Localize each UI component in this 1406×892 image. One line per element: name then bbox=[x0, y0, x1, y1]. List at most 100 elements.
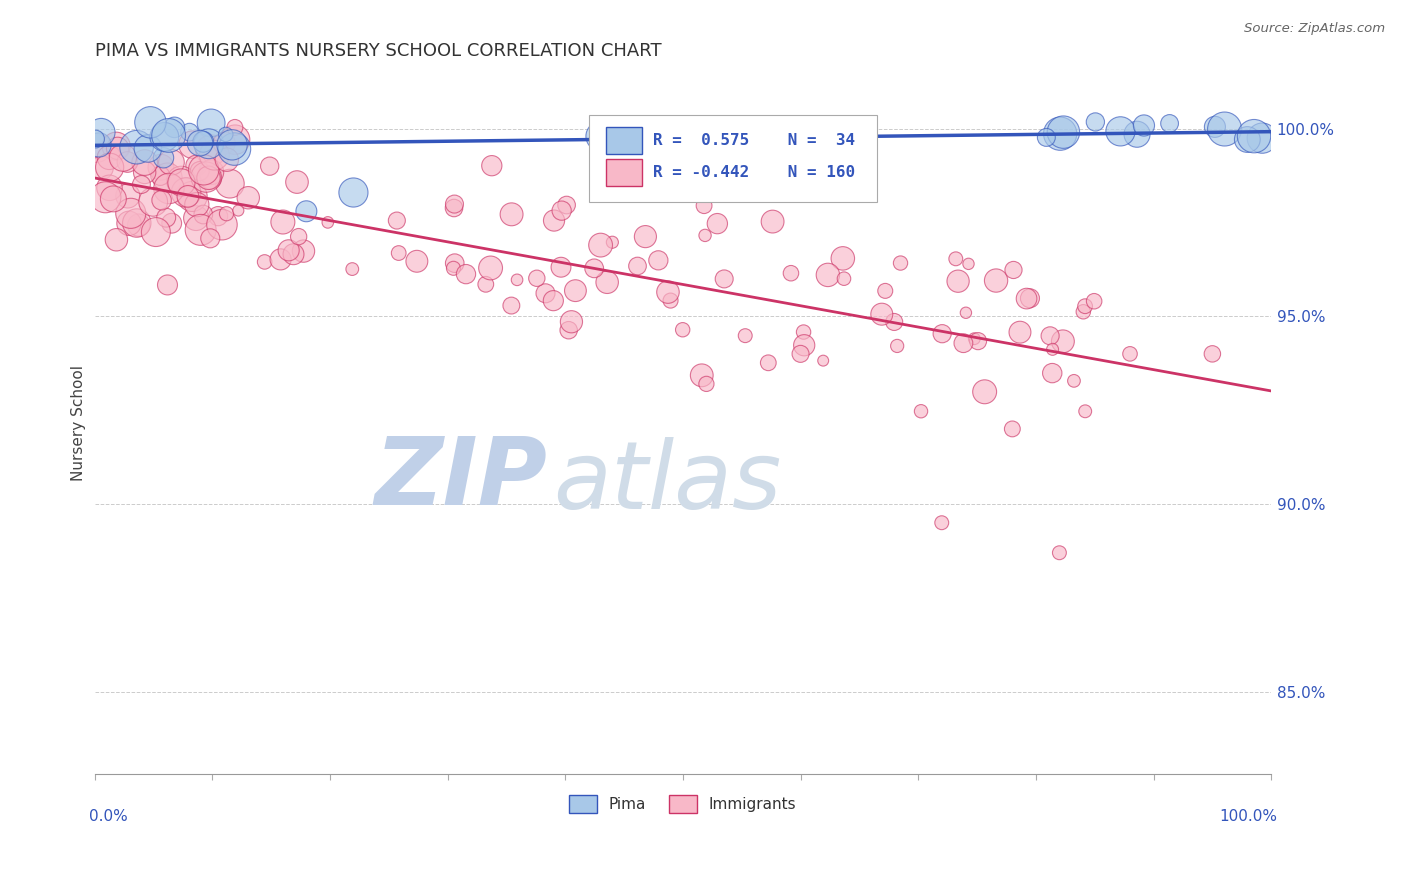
Point bbox=[120, 206, 142, 220]
Point bbox=[817, 268, 839, 282]
Point bbox=[832, 271, 855, 285]
Point bbox=[117, 155, 139, 169]
Point bbox=[443, 256, 465, 270]
FancyBboxPatch shape bbox=[589, 114, 877, 202]
Point bbox=[190, 223, 212, 237]
Point bbox=[98, 181, 121, 195]
Point bbox=[156, 277, 179, 292]
Point bbox=[195, 170, 218, 185]
Point bbox=[1159, 116, 1181, 130]
Point bbox=[134, 155, 156, 169]
Point bbox=[883, 315, 905, 329]
Point bbox=[543, 293, 565, 308]
Point bbox=[253, 255, 276, 269]
Point bbox=[1049, 127, 1071, 141]
Point bbox=[1251, 131, 1274, 145]
Point bbox=[555, 198, 578, 212]
Point bbox=[87, 137, 110, 152]
Point bbox=[316, 215, 339, 229]
Point bbox=[295, 204, 318, 219]
Point bbox=[1052, 125, 1074, 139]
Point bbox=[224, 133, 246, 147]
Point bbox=[1243, 129, 1265, 144]
Point bbox=[659, 293, 682, 308]
Point bbox=[1040, 366, 1063, 380]
Point bbox=[188, 136, 211, 150]
Point bbox=[534, 286, 557, 301]
Bar bbox=[606, 160, 641, 186]
Point bbox=[197, 136, 219, 151]
Text: R =  0.575    N =  34: R = 0.575 N = 34 bbox=[654, 133, 856, 148]
Point bbox=[149, 161, 172, 175]
Point bbox=[1236, 132, 1258, 146]
Point bbox=[128, 218, 150, 232]
Point bbox=[1204, 120, 1226, 134]
Point bbox=[690, 368, 713, 383]
Point bbox=[672, 323, 695, 337]
Point bbox=[292, 244, 315, 259]
Point bbox=[693, 228, 716, 243]
Point bbox=[184, 211, 207, 226]
Point bbox=[706, 217, 728, 231]
Point bbox=[86, 141, 108, 155]
Point bbox=[550, 203, 572, 218]
Point bbox=[224, 142, 246, 156]
Point bbox=[564, 284, 586, 298]
Point bbox=[1052, 334, 1074, 349]
Point bbox=[931, 516, 953, 530]
Point bbox=[1083, 294, 1105, 309]
Point bbox=[215, 207, 238, 221]
Point bbox=[945, 252, 967, 266]
Point bbox=[149, 169, 172, 183]
Point bbox=[1042, 343, 1064, 357]
Point bbox=[157, 128, 180, 143]
Point bbox=[1035, 130, 1057, 145]
Point bbox=[94, 190, 117, 204]
Point bbox=[793, 338, 815, 352]
Point bbox=[1213, 122, 1236, 136]
Point bbox=[647, 253, 669, 268]
Point bbox=[793, 325, 815, 339]
Point bbox=[1063, 374, 1085, 388]
Point bbox=[142, 194, 165, 209]
Point bbox=[443, 197, 465, 211]
Legend: Pima, Immigrants: Pima, Immigrants bbox=[562, 789, 803, 819]
Point bbox=[287, 229, 309, 244]
Point bbox=[910, 404, 932, 418]
Point bbox=[931, 326, 953, 341]
Point bbox=[550, 260, 572, 275]
Point bbox=[875, 284, 897, 298]
Point bbox=[889, 256, 911, 270]
Point bbox=[762, 214, 785, 228]
Point bbox=[155, 211, 177, 225]
Point bbox=[177, 189, 200, 203]
Point bbox=[139, 115, 162, 129]
Point bbox=[186, 159, 208, 173]
Point bbox=[200, 116, 222, 130]
Point bbox=[215, 128, 238, 142]
Point bbox=[170, 176, 193, 190]
Point bbox=[193, 135, 215, 149]
Y-axis label: Nursery School: Nursery School bbox=[72, 366, 86, 482]
Point bbox=[193, 162, 215, 177]
Point bbox=[211, 218, 233, 232]
Point bbox=[200, 143, 222, 157]
Point bbox=[179, 125, 201, 139]
Point bbox=[589, 129, 612, 144]
Point bbox=[181, 137, 204, 152]
Point bbox=[1084, 115, 1107, 129]
Point bbox=[1133, 119, 1156, 133]
Point bbox=[98, 161, 121, 175]
Point bbox=[1126, 128, 1149, 142]
Point bbox=[238, 191, 260, 205]
Point bbox=[952, 336, 974, 351]
Point bbox=[145, 225, 167, 239]
Point bbox=[218, 177, 240, 191]
Point bbox=[200, 165, 222, 179]
Point bbox=[811, 353, 834, 368]
Point bbox=[153, 129, 176, 144]
Point bbox=[1001, 422, 1024, 436]
Point bbox=[589, 238, 612, 252]
Point bbox=[957, 257, 980, 271]
Point bbox=[181, 189, 204, 203]
